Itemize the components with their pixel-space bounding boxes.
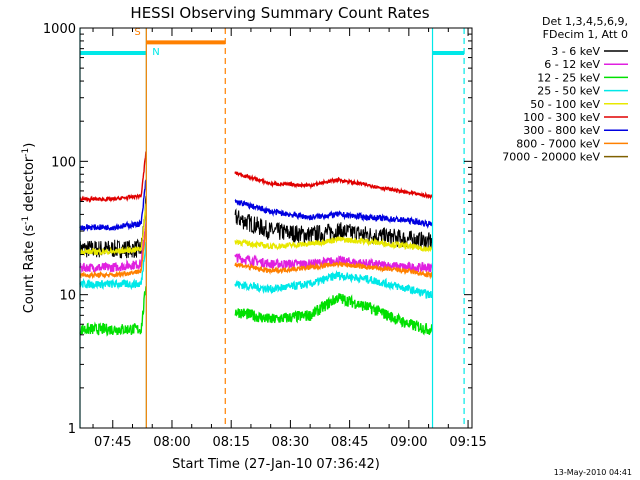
x-tick-label: 08:15 [212, 435, 249, 450]
plot-frame [79, 27, 473, 429]
x-tick-label: 09:00 [390, 435, 427, 450]
flag-annotation: S [134, 27, 140, 38]
legend-label: 300 - 800 keV [523, 124, 600, 137]
series-line [234, 198, 433, 229]
legend-header-line-2: FDecim 1, Att 0 [543, 28, 628, 41]
y-tick-label: 100 [51, 155, 76, 170]
legend-label: 100 - 300 keV [523, 111, 600, 124]
series-line [234, 260, 433, 280]
x-tick-label: 09:15 [449, 435, 486, 450]
x-tick-label: 07:45 [94, 435, 131, 450]
series-line [79, 203, 147, 257]
y-axis-label: Count Rate (s-1 detector-1) [21, 143, 37, 314]
series-line [79, 179, 147, 232]
legend-label: 800 - 7000 keV [516, 137, 600, 150]
data-layer [79, 151, 433, 337]
y-axis-label-end: ) [22, 143, 37, 148]
y-axis-label-sup2: -1 [21, 148, 31, 157]
legend-label: 6 - 12 keV [544, 58, 600, 71]
series-line [79, 222, 147, 274]
y-axis-label-mid: detector [22, 156, 37, 216]
y-axis: 1 10 100 1000 [43, 22, 472, 437]
series-line [79, 286, 147, 337]
x-tick-label: 08:00 [153, 435, 190, 450]
legend-header-line-1: Det 1,3,4,5,6,9, [542, 15, 628, 28]
series-line [234, 269, 433, 299]
series-line [79, 241, 147, 291]
y-tick-label: 10 [59, 289, 76, 304]
series-line [234, 235, 433, 253]
series-line [79, 151, 147, 204]
y-tick-label: 1000 [43, 22, 76, 37]
x-tick-label: 08:45 [331, 435, 368, 450]
footer-date: 13-May-2010 04:41 [553, 468, 632, 477]
y-axis-label-main: Count Rate (s [22, 225, 37, 314]
series-line [79, 227, 147, 280]
x-axis: 07:45 08:00 08:15 08:30 08:45 09:00 09:15 [92, 28, 487, 450]
series-line [234, 292, 433, 336]
flag-annotation: N [152, 47, 159, 58]
series-line [234, 171, 433, 201]
y-axis-label-sup1: -1 [21, 216, 31, 225]
legend-label: 7000 - 20000 keV [502, 151, 600, 164]
y-tick-label: 1 [68, 422, 76, 437]
legend-label: 12 - 25 keV [537, 71, 600, 84]
chart-title: HESSI Observing Summary Count Rates [130, 4, 429, 22]
legend: Det 1,3,4,5,6,9, FDecim 1, Att 0 3 - 6 k… [502, 15, 628, 164]
legend-label: 50 - 100 keV [530, 98, 600, 111]
legend-label: 3 - 6 keV [551, 45, 600, 58]
x-axis-label: Start Time (27-Jan-10 07:36:42) [172, 457, 380, 472]
x-tick-label: 08:30 [272, 435, 309, 450]
legend-label: 25 - 50 keV [537, 85, 600, 98]
